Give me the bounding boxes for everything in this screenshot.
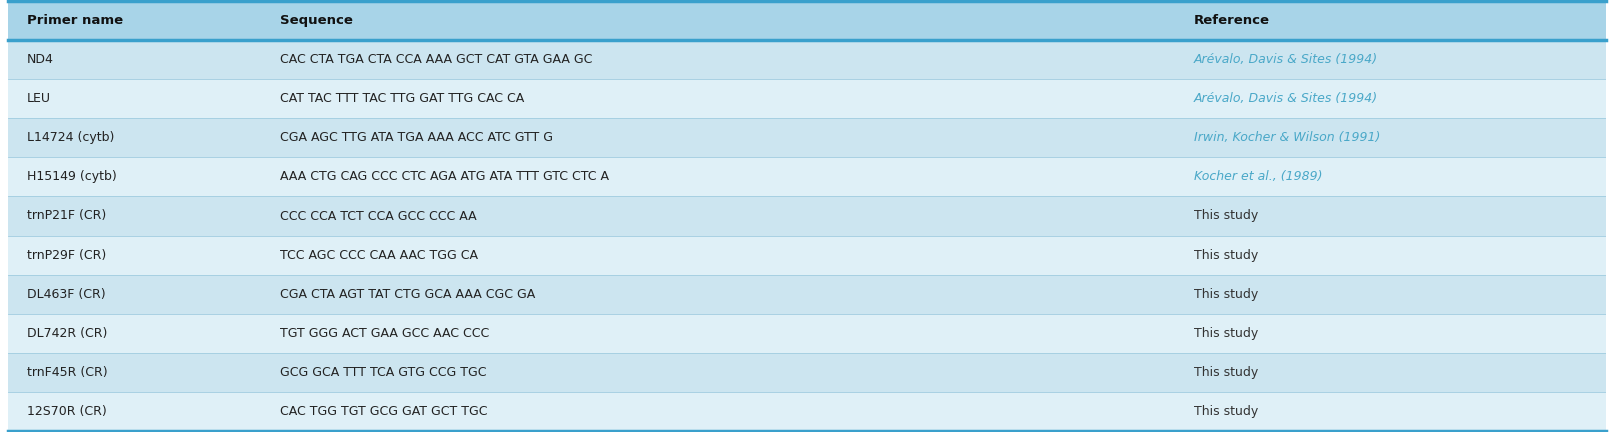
- Bar: [8, 157, 1606, 197]
- Bar: [8, 235, 1606, 275]
- Text: trnF45R (CR): trnF45R (CR): [27, 366, 108, 379]
- Text: This study: This study: [1194, 366, 1258, 379]
- Text: trnP21F (CR): trnP21F (CR): [27, 210, 106, 222]
- Text: trnP29F (CR): trnP29F (CR): [27, 248, 106, 262]
- Text: GCG GCA TTT TCA GTG CCG TGC: GCG GCA TTT TCA GTG CCG TGC: [280, 366, 486, 379]
- Text: ND4: ND4: [27, 53, 55, 66]
- Bar: [8, 275, 1606, 314]
- Bar: [8, 353, 1606, 392]
- Text: This study: This study: [1194, 327, 1258, 340]
- Text: Sequence: Sequence: [280, 14, 352, 27]
- Text: Kocher et al., (1989): Kocher et al., (1989): [1194, 170, 1323, 184]
- Text: H15149 (cytb): H15149 (cytb): [27, 170, 117, 184]
- Bar: [8, 392, 1606, 431]
- Text: 12S70R (CR): 12S70R (CR): [27, 405, 106, 418]
- Text: TCC AGC CCC CAA AAC TGG CA: TCC AGC CCC CAA AAC TGG CA: [280, 248, 478, 262]
- Text: Primer name: Primer name: [27, 14, 124, 27]
- Bar: [8, 1, 1606, 40]
- Text: CCC CCA TCT CCA GCC CCC AA: CCC CCA TCT CCA GCC CCC AA: [280, 210, 476, 222]
- Text: CGA AGC TTG ATA TGA AAA ACC ATC GTT G: CGA AGC TTG ATA TGA AAA ACC ATC GTT G: [280, 131, 552, 144]
- Text: AAA CTG CAG CCC CTC AGA ATG ATA TTT GTC CTC A: AAA CTG CAG CCC CTC AGA ATG ATA TTT GTC …: [280, 170, 608, 184]
- Text: This study: This study: [1194, 248, 1258, 262]
- Text: CGA CTA AGT TAT CTG GCA AAA CGC GA: CGA CTA AGT TAT CTG GCA AAA CGC GA: [280, 288, 534, 301]
- Text: Reference: Reference: [1194, 14, 1270, 27]
- Bar: [8, 314, 1606, 353]
- Bar: [8, 79, 1606, 118]
- Text: L14724 (cytb): L14724 (cytb): [27, 131, 114, 144]
- Text: DL463F (CR): DL463F (CR): [27, 288, 106, 301]
- Text: CAC CTA TGA CTA CCA AAA GCT CAT GTA GAA GC: CAC CTA TGA CTA CCA AAA GCT CAT GTA GAA …: [280, 53, 592, 66]
- Text: This study: This study: [1194, 210, 1258, 222]
- Text: Arévalo, Davis & Sites (1994): Arévalo, Davis & Sites (1994): [1194, 53, 1377, 66]
- Text: CAT TAC TTT TAC TTG GAT TTG CAC CA: CAT TAC TTT TAC TTG GAT TTG CAC CA: [280, 92, 525, 105]
- Text: DL742R (CR): DL742R (CR): [27, 327, 108, 340]
- Bar: [8, 40, 1606, 79]
- Bar: [8, 197, 1606, 235]
- Text: CAC TGG TGT GCG GAT GCT TGC: CAC TGG TGT GCG GAT GCT TGC: [280, 405, 488, 418]
- Text: This study: This study: [1194, 288, 1258, 301]
- Bar: [8, 118, 1606, 157]
- Text: LEU: LEU: [27, 92, 51, 105]
- Text: Arévalo, Davis & Sites (1994): Arévalo, Davis & Sites (1994): [1194, 92, 1377, 105]
- Text: This study: This study: [1194, 405, 1258, 418]
- Text: Irwin, Kocher & Wilson (1991): Irwin, Kocher & Wilson (1991): [1194, 131, 1381, 144]
- Text: TGT GGG ACT GAA GCC AAC CCC: TGT GGG ACT GAA GCC AAC CCC: [280, 327, 489, 340]
